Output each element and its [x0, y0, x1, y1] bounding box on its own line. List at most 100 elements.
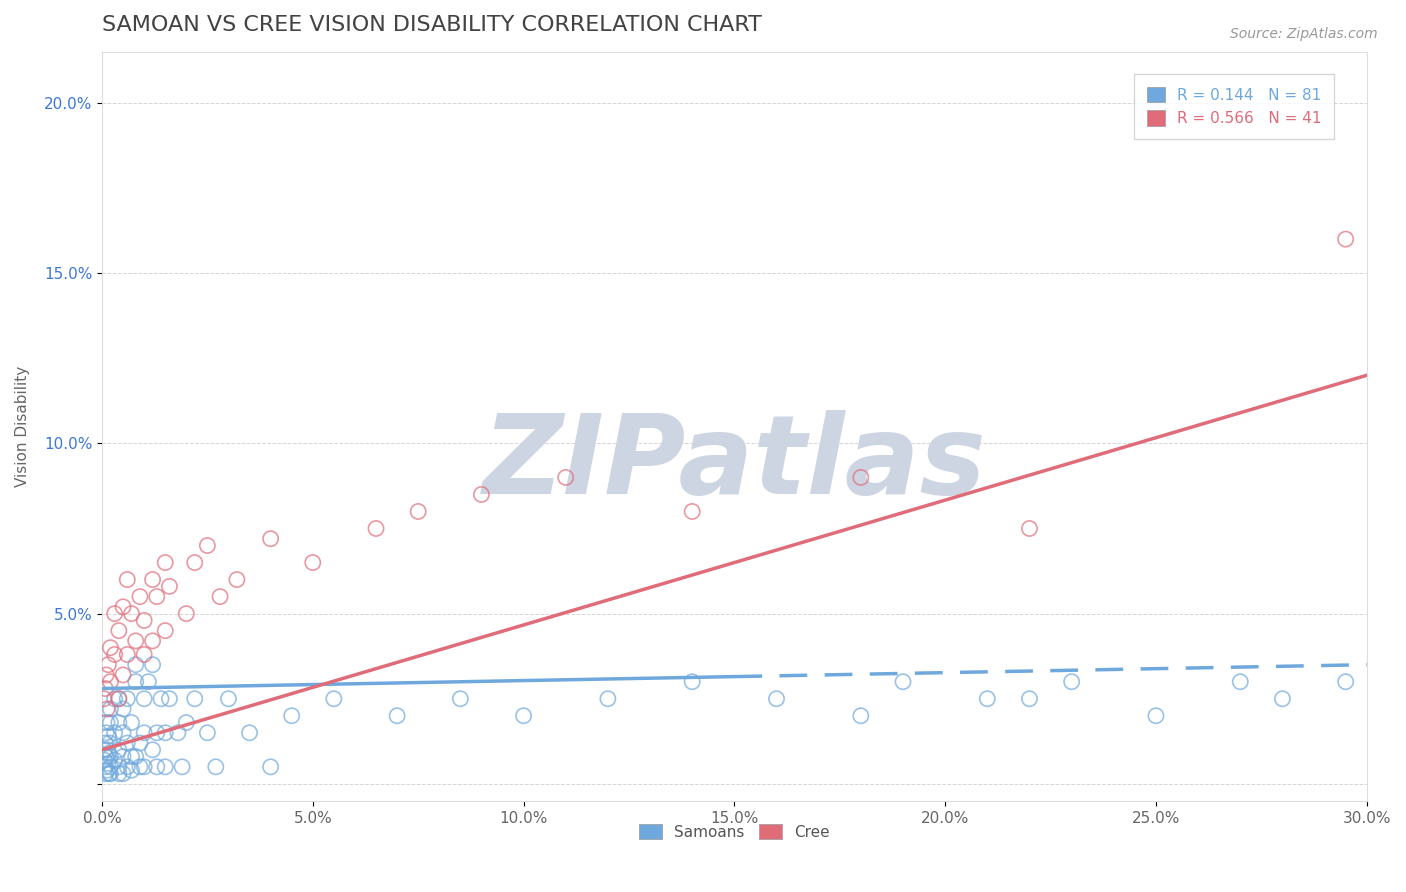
Point	[96, 702, 118, 716]
Point	[93, 753, 115, 767]
Text: Source: ZipAtlas.com: Source: ZipAtlas.com	[1230, 27, 1378, 41]
Point	[146, 726, 169, 740]
Point	[125, 657, 148, 672]
Point	[100, 640, 122, 655]
Point	[322, 691, 344, 706]
Point	[108, 760, 131, 774]
Point	[121, 763, 143, 777]
Point	[96, 726, 118, 740]
Point	[142, 743, 165, 757]
Point	[217, 691, 239, 706]
Point	[1144, 708, 1167, 723]
Point	[104, 753, 127, 767]
Point	[176, 607, 198, 621]
Point	[142, 657, 165, 672]
Point	[108, 715, 131, 730]
Point	[976, 691, 998, 706]
Point	[108, 624, 131, 638]
Point	[97, 729, 120, 743]
Point	[129, 590, 152, 604]
Point	[134, 726, 156, 740]
Point	[155, 624, 177, 638]
Point	[1060, 674, 1083, 689]
Point	[129, 760, 152, 774]
Point	[259, 532, 281, 546]
Point	[112, 599, 135, 614]
Point	[97, 756, 120, 771]
Point	[98, 736, 121, 750]
Point	[134, 760, 156, 774]
Point	[146, 760, 169, 774]
Y-axis label: Vision Disability: Vision Disability	[15, 366, 30, 487]
Point	[159, 579, 181, 593]
Point	[280, 708, 302, 723]
Point	[184, 556, 207, 570]
Point	[1018, 521, 1040, 535]
Point	[172, 760, 194, 774]
Point	[134, 614, 156, 628]
Point	[449, 691, 471, 706]
Point	[259, 760, 281, 774]
Point	[195, 539, 218, 553]
Point	[891, 674, 914, 689]
Point	[204, 760, 226, 774]
Point	[104, 607, 127, 621]
Point	[96, 668, 118, 682]
Point	[96, 749, 118, 764]
Point	[142, 633, 165, 648]
Point	[167, 726, 190, 740]
Point	[385, 708, 408, 723]
Point	[125, 674, 148, 689]
Point	[596, 691, 619, 706]
Point	[117, 691, 139, 706]
Point	[96, 763, 118, 777]
Text: SAMOAN VS CREE VISION DISABILITY CORRELATION CHART: SAMOAN VS CREE VISION DISABILITY CORRELA…	[103, 15, 762, 35]
Point	[104, 691, 127, 706]
Point	[155, 556, 177, 570]
Point	[225, 573, 247, 587]
Point	[142, 573, 165, 587]
Point	[108, 691, 131, 706]
Point	[112, 749, 135, 764]
Point	[125, 749, 148, 764]
Point	[97, 746, 120, 760]
Point	[138, 674, 160, 689]
Point	[125, 633, 148, 648]
Point	[155, 726, 177, 740]
Point	[681, 674, 703, 689]
Point	[765, 691, 787, 706]
Point	[176, 715, 198, 730]
Point	[470, 487, 492, 501]
Point	[100, 715, 122, 730]
Point	[100, 674, 122, 689]
Point	[117, 648, 139, 662]
Point	[155, 760, 177, 774]
Point	[134, 691, 156, 706]
Point	[93, 691, 115, 706]
Point	[195, 726, 218, 740]
Point	[100, 702, 122, 716]
Point	[1229, 674, 1251, 689]
Point	[208, 590, 231, 604]
Point	[406, 504, 429, 518]
Point	[146, 590, 169, 604]
Point	[159, 691, 181, 706]
Point	[112, 726, 135, 740]
Point	[94, 766, 117, 780]
Point	[1334, 674, 1357, 689]
Point	[134, 648, 156, 662]
Point	[129, 736, 152, 750]
Point	[364, 521, 387, 535]
Point	[100, 760, 122, 774]
Point	[1334, 232, 1357, 246]
Point	[94, 681, 117, 696]
Point	[512, 708, 534, 723]
Point	[849, 708, 872, 723]
Point	[121, 607, 143, 621]
Point	[150, 691, 173, 706]
Point	[96, 715, 118, 730]
Point	[1018, 691, 1040, 706]
Point	[112, 668, 135, 682]
Point	[117, 760, 139, 774]
Point	[238, 726, 260, 740]
